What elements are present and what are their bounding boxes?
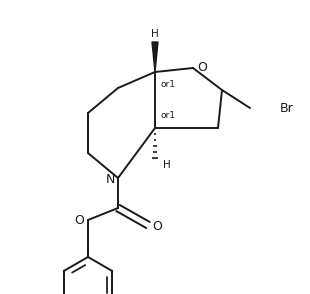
Text: or1: or1 [160,80,175,89]
Text: Br: Br [280,101,294,114]
Text: O: O [74,213,84,226]
Text: O: O [152,220,162,233]
Polygon shape [152,42,158,72]
Text: H: H [151,29,159,39]
Text: N: N [105,173,115,186]
Text: O: O [197,61,207,74]
Text: H: H [163,160,171,170]
Text: or1: or1 [160,111,175,120]
